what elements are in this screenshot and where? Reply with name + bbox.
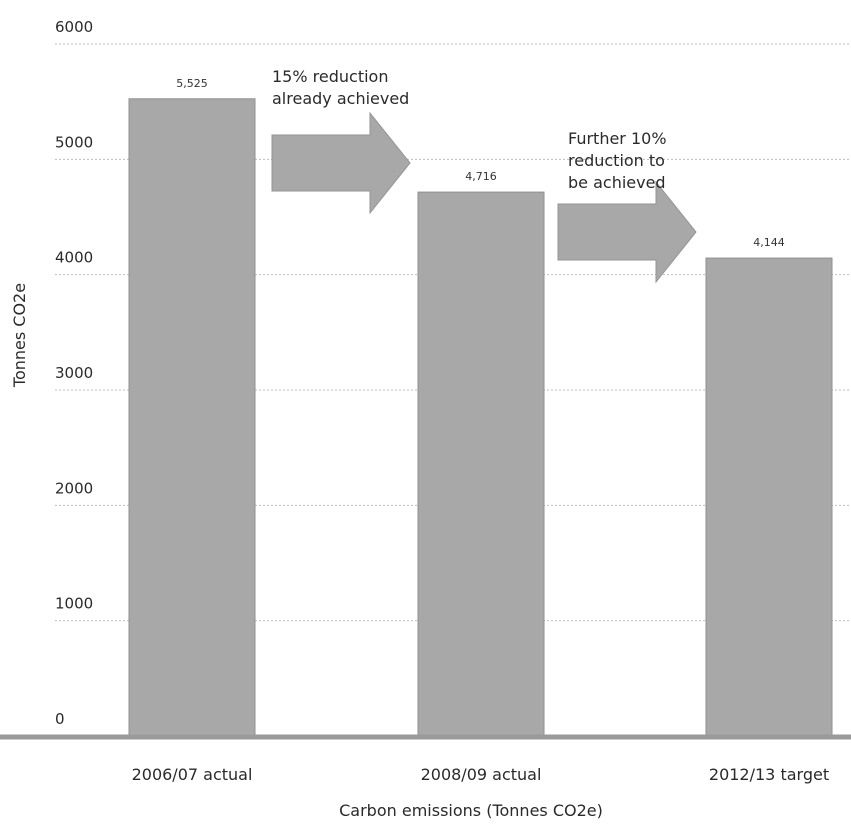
bar-value-label: 5,525 <box>176 77 208 90</box>
bar-value-label: 4,716 <box>465 170 497 183</box>
x-tick-label: 2008/09 actual <box>421 765 542 784</box>
y-tick-label: 6000 <box>55 18 93 36</box>
value-labels: 5,525 4,716 4,144 <box>176 77 785 249</box>
y-tick-label: 4000 <box>55 249 93 267</box>
annotation-label: 15% reduction already achieved <box>272 67 409 108</box>
annotation-label: Further 10% reduction to be achieved <box>568 129 667 192</box>
bar <box>705 257 833 737</box>
x-tick-label: 2006/07 actual <box>132 765 253 784</box>
y-tick-label: 0 <box>55 710 65 728</box>
bars <box>128 98 833 737</box>
x-axis-title: Carbon emissions (Tonnes CO2e) <box>339 801 603 820</box>
arrow-icon <box>271 111 411 215</box>
x-axis-ticks: 2006/07 actual 2008/09 actual 2012/13 targ… <box>132 765 830 784</box>
annotation-line: be achieved <box>568 173 666 192</box>
bar-value-label: 4,144 <box>753 236 785 249</box>
annotation-line: already achieved <box>272 89 409 108</box>
annotation-line: 15% reduction <box>272 67 388 86</box>
y-tick-label: 1000 <box>55 595 93 613</box>
y-axis-ticks: 0 1000 2000 3000 4000 5000 6000 <box>55 18 93 728</box>
y-tick-label: 5000 <box>55 133 93 151</box>
annotations: 15% reduction already achieved Further 10%… <box>272 67 667 192</box>
x-tick-label: 2012/13 target <box>709 765 829 784</box>
bar <box>417 191 545 737</box>
y-tick-label: 3000 <box>55 364 93 382</box>
arrow-icon <box>557 180 697 284</box>
y-tick-label: 2000 <box>55 479 93 497</box>
annotation-line: reduction to <box>568 151 665 170</box>
bar <box>128 98 256 737</box>
annotation-line: Further 10% <box>568 129 667 148</box>
annotation-arrows <box>271 111 697 284</box>
y-axis-title: Tonnes CO2e <box>10 283 29 388</box>
